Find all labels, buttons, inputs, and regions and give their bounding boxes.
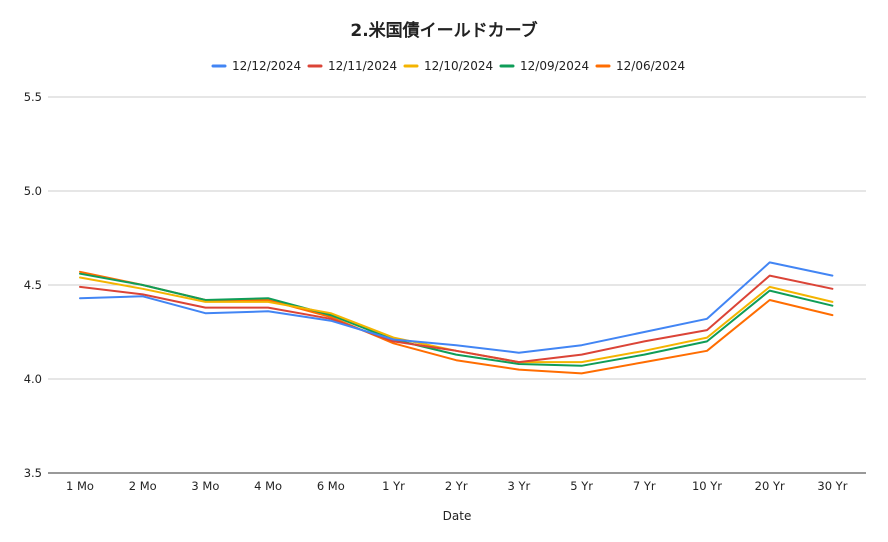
y-tick-label: 4.0 [24,372,42,386]
x-axis-label: Date [443,509,472,523]
x-tick-label: 30 Yr [817,479,847,493]
x-tick-label: 2 Mo [129,479,157,493]
x-tick-label: 7 Yr [633,479,656,493]
x-tick-label: 3 Yr [508,479,531,493]
x-tick-label: 10 Yr [692,479,722,493]
y-tick-label: 5.5 [24,90,42,104]
x-tick-label: 3 Mo [191,479,219,493]
legend-item: 12/09/2024 [499,59,589,73]
x-axis: 1 Mo 2 Mo 3 Mo 4 Mo 6 Mo 1 Yr 2 Yr 3 Yr 5 Yr 7 Yr… [66,479,848,493]
y-tick-label: 5.0 [24,184,42,198]
legend-label: 12/12/2024 [232,59,301,73]
x-tick-label: 20 Yr [755,479,785,493]
y-tick-label: 3.5 [24,466,42,480]
x-tick-label: 5 Yr [570,479,593,493]
x-tick-label: 1 Yr [382,479,405,493]
legend-label: 12/06/2024 [616,59,685,73]
series-line [79,272,834,367]
series-line [79,261,834,354]
series-line [79,274,834,364]
y-axis: 3.5 4.0 4.5 5.0 5.5 [24,90,42,480]
x-tick-label: 4 Mo [254,479,282,493]
legend-item: 12/11/2024 [307,59,397,73]
gridlines [48,96,866,474]
legend: 12/12/2024 12/11/2024 12/10/2024 12/09/2024… [211,59,685,73]
x-tick-label: 1 Mo [66,479,94,493]
x-tick-label: 2 Yr [445,479,468,493]
x-tick-label: 6 Mo [317,479,345,493]
legend-label: 12/11/2024 [328,59,397,73]
y-tick-label: 4.5 [24,278,42,292]
legend-item: 12/10/2024 [403,59,493,73]
legend-item: 12/06/2024 [595,59,685,73]
series-line [79,270,834,375]
legend-label: 12/09/2024 [520,59,589,73]
legend-label: 12/10/2024 [424,59,493,73]
chart-title: 2.米国債イールドカーブ [350,20,537,41]
legend-item: 12/12/2024 [211,59,301,73]
series-lines [79,261,834,375]
